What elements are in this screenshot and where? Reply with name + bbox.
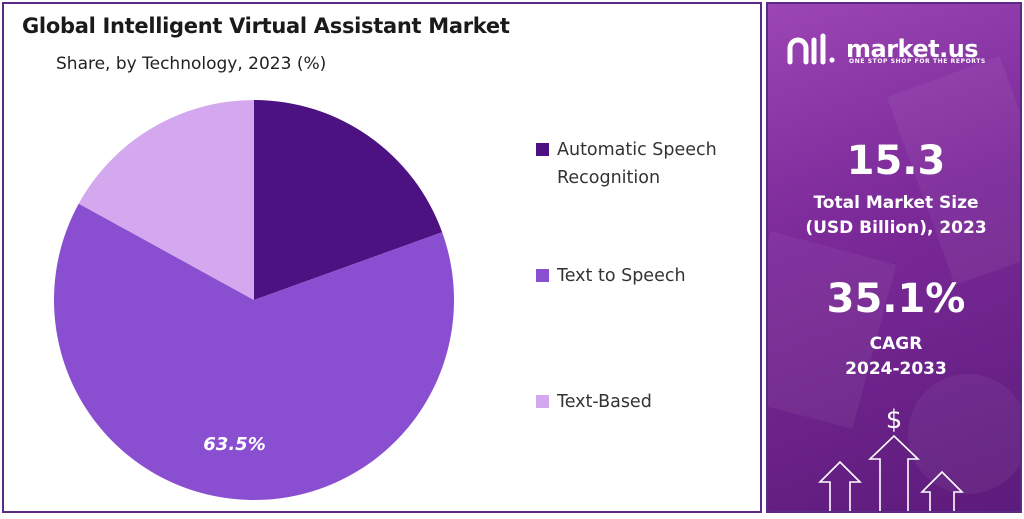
- chart-card: Global Intelligent Virtual Assistant Mar…: [2, 2, 762, 513]
- legend-label-tts: Text to Speech: [557, 266, 686, 286]
- dollar-sign-icon: $: [886, 405, 903, 435]
- pie-slice-asr: [254, 100, 443, 300]
- market-size-value: 15.3: [846, 138, 946, 184]
- legend-label-text-based: Text-Based: [557, 392, 652, 412]
- side-panel: market.us ONE STOP SHOP FOR THE REPORTS …: [766, 2, 1022, 513]
- market-us-logo-icon: [787, 33, 835, 65]
- cagr-label-line2: 2024-2033: [845, 359, 947, 379]
- brand-name: market.us: [846, 35, 979, 63]
- chart-subtitle: Share, by Technology, 2023 (%): [56, 54, 327, 74]
- background-decoration: [768, 56, 1020, 494]
- legend-item-asr: Automatic Speech Recognition: [536, 136, 757, 192]
- legend-swatch-asr: [536, 143, 549, 156]
- brand: market.us: [786, 32, 979, 66]
- pie-data-label-1: 63.5%: [203, 434, 265, 455]
- pie-chart: 63.5%: [53, 100, 455, 500]
- legend-item-text-based: Text-Based: [536, 388, 757, 416]
- legend-item-tts: Text to Speech: [536, 262, 757, 290]
- pie-slice-text-based: [78, 100, 254, 300]
- growth-arrows-icon: $: [818, 405, 964, 511]
- legend-label-asr: Automatic Speech Recognition: [557, 140, 717, 188]
- legend-swatch-tts: [536, 269, 549, 282]
- market-size-label-line2: (USD Billion), 2023: [805, 218, 987, 238]
- market-size-label-line1: Total Market Size: [813, 193, 979, 213]
- cagr-label-line1: CAGR: [869, 334, 923, 354]
- legend-swatch-text-based: [536, 395, 549, 408]
- brand-tagline: ONE STOP SHOP FOR THE REPORTS: [849, 58, 986, 65]
- chart-title: Global Intelligent Virtual Assistant Mar…: [22, 14, 510, 38]
- cagr-value: 35.1%: [826, 276, 966, 322]
- pie-slice-tts: [53, 203, 455, 500]
